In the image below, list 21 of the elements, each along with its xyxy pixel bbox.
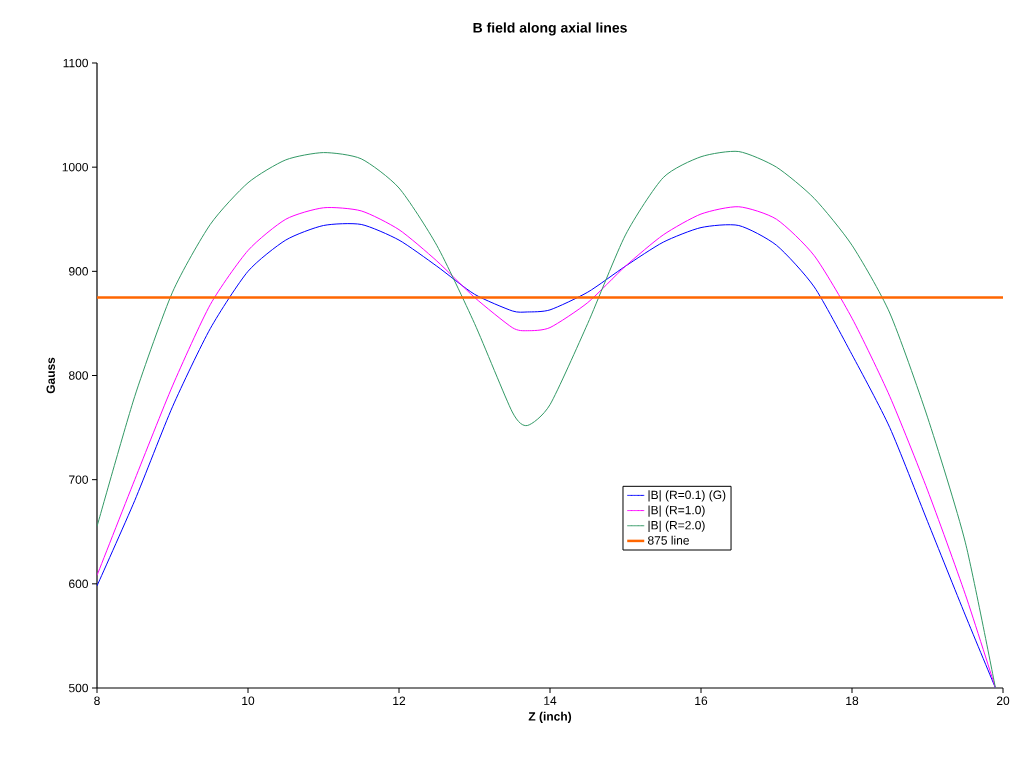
y-tick-label: 500 <box>68 683 89 693</box>
legend-label: |B| (R=1.0) <box>648 505 705 517</box>
x-tick-label: 10 <box>242 696 255 706</box>
y-tick-label: 800 <box>68 371 89 380</box>
x-tick-label: 20 <box>996 696 1010 706</box>
y-axis-title: Gauss <box>46 357 55 394</box>
x-tick-label: 14 <box>544 696 557 705</box>
legend-label: |B| (R=0.1) (G) <box>648 490 726 502</box>
x-tick-label: 8 <box>94 696 100 706</box>
chart-title: B field along axial lines <box>473 22 627 36</box>
x-axis-title: Z (inch) <box>528 711 572 724</box>
x-tick-label: 16 <box>695 696 708 706</box>
y-tick-label: 900 <box>69 267 89 276</box>
x-tick-label: 12 <box>393 696 406 705</box>
y-tick-label: 1100 <box>63 58 89 68</box>
x-tick-label: 18 <box>846 696 859 706</box>
y-tick-label: 1000 <box>62 162 89 172</box>
y-tick-label: 700 <box>69 475 89 484</box>
legend-label: 875 line <box>647 535 689 545</box>
legend-label: |B| (R=2.0) <box>648 520 705 532</box>
y-tick-label: 600 <box>69 579 89 589</box>
